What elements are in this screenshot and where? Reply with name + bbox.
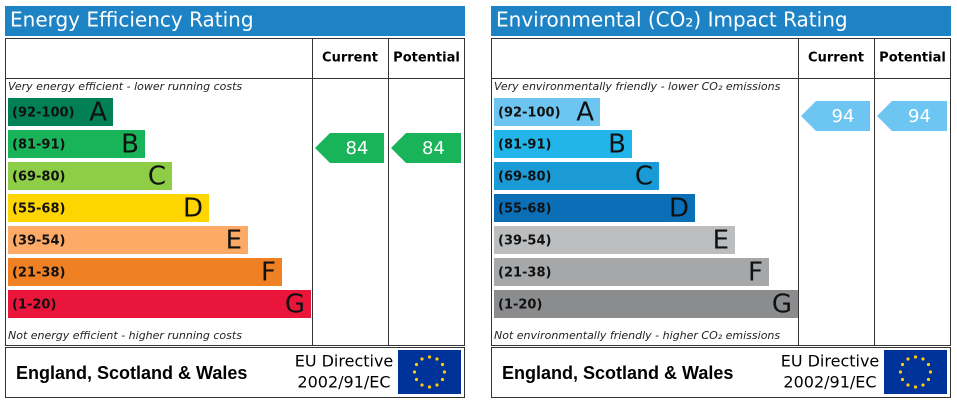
panel-title: Energy Efficiency Rating <box>10 8 254 32</box>
footer-code: 2002/91/EC <box>783 373 876 392</box>
footer-region: England, Scotland & Wales <box>16 363 247 383</box>
rating-arrow <box>877 101 947 131</box>
eu-star <box>913 385 918 389</box>
footer-region: England, Scotland & Wales <box>502 363 733 383</box>
band-range: (21-38) <box>12 266 65 281</box>
eu-star <box>440 377 445 382</box>
eu-star <box>420 357 424 361</box>
rating-band <box>494 194 695 222</box>
eu-star <box>440 362 445 367</box>
rating-panel: Energy Efficiency Rating Very energy effi… <box>5 6 465 398</box>
footer-directive: EU Directive <box>781 352 880 371</box>
band-letter: A <box>576 98 594 128</box>
band-letter: G <box>285 290 305 320</box>
panel-title: Environmental (CO₂) Impact Rating <box>496 8 848 32</box>
rating-arrow <box>801 101 870 131</box>
band-range: (55-68) <box>12 202 65 217</box>
eu-star <box>435 383 439 387</box>
eu-star <box>898 370 903 374</box>
eu-star <box>900 377 905 382</box>
eu-star <box>435 357 439 361</box>
band-range: (1-20) <box>498 298 542 313</box>
eu-star <box>427 355 432 359</box>
rating-value: 94 <box>832 106 855 127</box>
rating-value: 84 <box>422 138 445 159</box>
title-bar <box>491 6 951 36</box>
band-letter: C <box>635 162 653 192</box>
eu-star <box>414 377 419 382</box>
band-range: (69-80) <box>498 170 551 185</box>
band-letter: G <box>772 290 792 320</box>
top-note: Very environmentally friendly - lower CO… <box>494 80 781 93</box>
rating-band <box>8 290 311 318</box>
eu-star <box>921 383 925 387</box>
rating-band <box>8 130 145 158</box>
band-range: (39-54) <box>12 234 65 249</box>
rating-panel: Environmental (CO₂) Impact Rating Very en… <box>491 6 951 398</box>
main-box <box>5 38 465 346</box>
eu-star <box>926 377 931 382</box>
eu-star <box>420 383 424 387</box>
bottom-note: Not environmentally friendly - higher CO… <box>494 329 780 342</box>
rating-band <box>494 162 659 190</box>
rating-value: 84 <box>346 138 369 159</box>
title-bar <box>5 6 465 36</box>
band-letter: D <box>669 194 689 224</box>
footer-box <box>491 347 951 398</box>
rating-band <box>494 98 600 126</box>
rating-band <box>8 162 172 190</box>
eu-star <box>442 370 447 374</box>
band-letter: B <box>608 130 626 160</box>
band-range: (39-54) <box>498 234 551 249</box>
eu-star <box>913 355 918 359</box>
rating-band <box>8 98 113 126</box>
rating-band <box>8 226 248 254</box>
band-letter: D <box>183 194 203 224</box>
top-note: Very energy efficient - lower running co… <box>8 80 242 93</box>
eu-star <box>921 357 925 361</box>
column-header: Current <box>808 51 864 66</box>
band-range: (92-100) <box>12 106 75 121</box>
band-range: (92-100) <box>498 106 561 121</box>
band-letter: F <box>748 258 763 288</box>
rating-arrow <box>391 133 461 163</box>
rating-band <box>494 226 735 254</box>
band-letter: E <box>226 226 242 256</box>
eu-star <box>928 370 933 374</box>
eu-star <box>427 385 432 389</box>
band-range: (55-68) <box>498 202 551 217</box>
band-range: (81-91) <box>498 138 551 153</box>
rating-arrow <box>315 133 384 163</box>
rating-band <box>8 258 282 286</box>
column-header: Current <box>322 51 378 66</box>
eu-star <box>926 362 931 367</box>
rating-value: 94 <box>908 106 931 127</box>
rating-band <box>8 194 209 222</box>
footer-box <box>5 347 465 398</box>
band-letter: B <box>121 130 139 160</box>
eu-star <box>900 362 905 367</box>
rating-band <box>494 258 769 286</box>
band-range: (69-80) <box>12 170 65 185</box>
column-header: Potential <box>879 51 946 66</box>
band-range: (1-20) <box>12 298 56 313</box>
rating-band <box>494 130 632 158</box>
band-letter: F <box>261 258 276 288</box>
band-letter: A <box>89 98 107 128</box>
footer-code: 2002/91/EC <box>297 373 390 392</box>
main-box <box>491 38 951 346</box>
band-letter: C <box>148 162 166 192</box>
bottom-note: Not energy efficient - higher running co… <box>8 329 242 342</box>
band-range: (81-91) <box>12 138 65 153</box>
footer-directive: EU Directive <box>295 352 394 371</box>
eu-star <box>906 383 910 387</box>
eu-star <box>414 362 419 367</box>
eu-star <box>412 370 417 374</box>
band-range: (21-38) <box>498 266 551 281</box>
rating-band <box>494 290 798 318</box>
eu-star <box>906 357 910 361</box>
column-header: Potential <box>393 51 460 66</box>
band-letter: E <box>713 226 729 256</box>
